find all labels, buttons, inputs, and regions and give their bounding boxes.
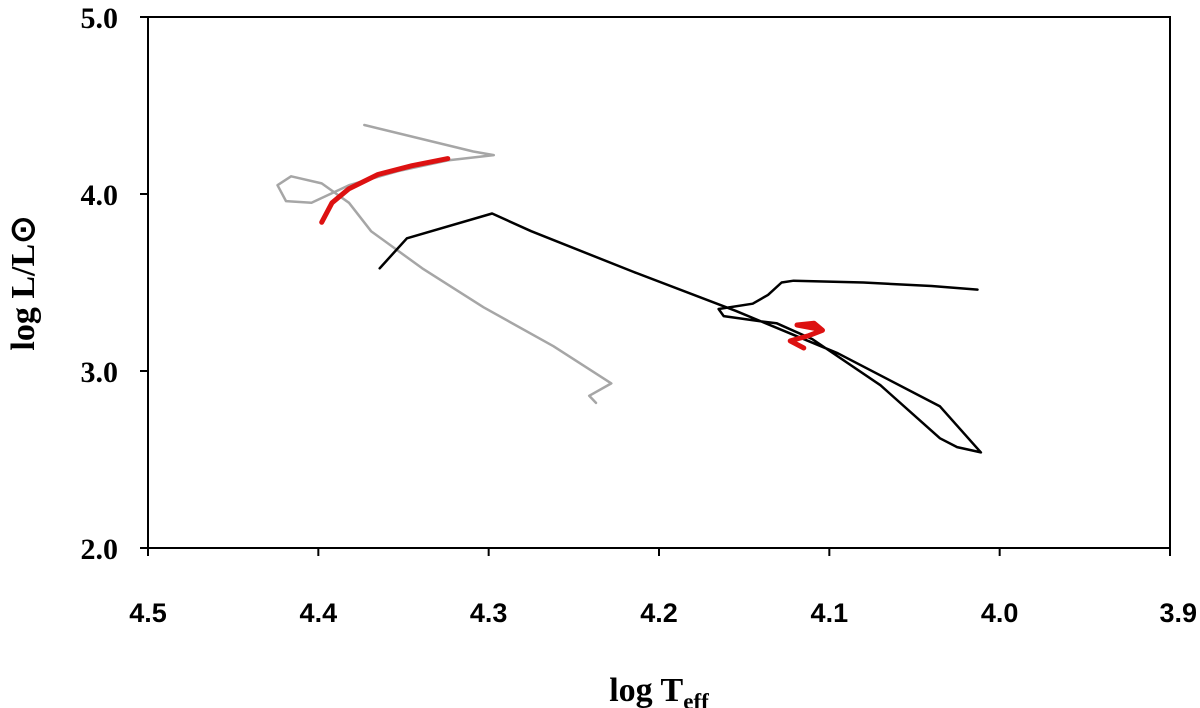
y-axis-label: log L/L⊙ xyxy=(5,215,42,350)
x-tick-label: 4.0 xyxy=(981,598,1019,628)
x-tick-label: 3.9 xyxy=(1159,598,1197,628)
x-tick-label: 4.5 xyxy=(129,598,167,628)
series-line-3 xyxy=(319,156,451,225)
series-line-2 xyxy=(378,212,983,454)
x-axis-label-subscript: eff xyxy=(683,689,709,708)
y-tick-label: 2.0 xyxy=(81,533,119,566)
series-layer xyxy=(276,123,983,454)
x-tick-label: 4.2 xyxy=(640,598,678,628)
y-ticks: 2.0 3.0 4.0 5.0 xyxy=(81,2,148,566)
x-tick-label: 4.1 xyxy=(811,598,849,628)
x-axis-label: log Teff xyxy=(609,672,709,708)
y-tick-label: 4.0 xyxy=(81,179,119,212)
y-tick-label: 5.0 xyxy=(81,2,119,35)
x-tick-label: 4.4 xyxy=(300,598,338,628)
x-axis-label-main: log T xyxy=(609,672,683,708)
y-tick-label: 3.0 xyxy=(81,356,119,389)
x-tick-label: 4.3 xyxy=(470,598,508,628)
series-line-4 xyxy=(787,320,825,351)
x-ticks: 4.5 4.4 4.3 4.2 4.1 4.0 3.9 xyxy=(129,548,1197,628)
